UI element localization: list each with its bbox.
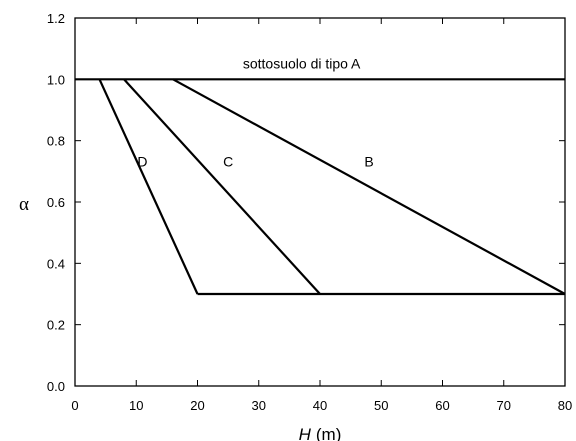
y-tick-label: 1.0 [47, 72, 65, 87]
x-axis-title: H (m) [299, 425, 342, 441]
x-tick-label: 60 [435, 398, 449, 413]
x-tick-label: 70 [497, 398, 511, 413]
y-tick-label: 0.8 [47, 134, 65, 149]
x-tick-label: 0 [71, 398, 78, 413]
y-tick-label: 0.0 [47, 379, 65, 394]
x-tick-label: 10 [129, 398, 143, 413]
series-line [172, 78, 566, 295]
series-label: D [137, 154, 147, 170]
y-tick-label: 0.6 [47, 195, 65, 210]
series-line [123, 78, 321, 295]
series-label: C [223, 154, 233, 170]
x-tick-label: 50 [374, 398, 388, 413]
y-axis-label: α [19, 194, 29, 215]
y-tick-label: 1.2 [47, 11, 65, 26]
series-line [98, 78, 199, 295]
plot-frame [74, 17, 566, 387]
series-labels: sottosuolo di tipo A B C D [137, 56, 373, 170]
y-tick-label: 0.2 [47, 318, 65, 333]
series-group [75, 78, 566, 296]
axis-ticks: 0 10 20 30 40 50 60 70 80 0.0 0.2 0.4 0.6 0.8 1.0 1.2 [47, 11, 572, 413]
x-tick-label: 80 [558, 398, 572, 413]
series-label: B [364, 154, 373, 170]
x-axis-label: H [299, 425, 312, 441]
series-label: sottosuolo di tipo A [243, 56, 361, 72]
x-tick-label: 40 [313, 398, 327, 413]
x-axis-unit: (m) [316, 425, 341, 441]
x-tick-label: 30 [252, 398, 266, 413]
x-tick-label: 20 [190, 398, 204, 413]
y-tick-label: 0.4 [47, 256, 65, 271]
